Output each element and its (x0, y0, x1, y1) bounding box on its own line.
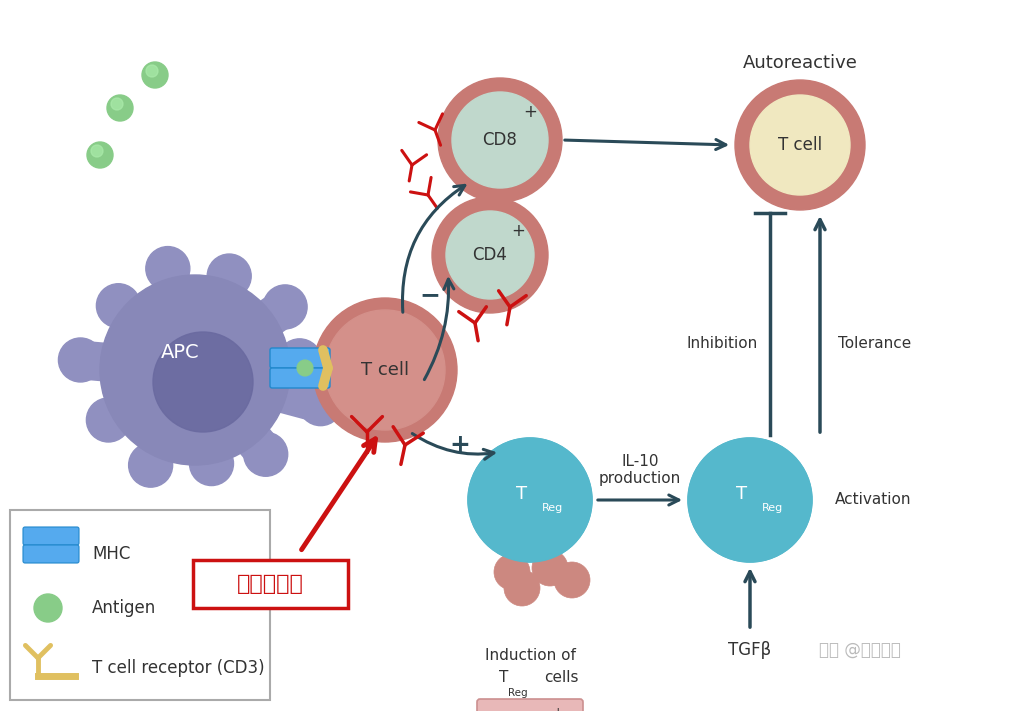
Text: CD8: CD8 (482, 131, 517, 149)
Text: Reg: Reg (542, 503, 563, 513)
Text: MHC: MHC (92, 545, 130, 563)
Circle shape (688, 438, 812, 562)
Text: Antigen: Antigen (92, 599, 157, 617)
Circle shape (96, 284, 140, 328)
Circle shape (446, 211, 534, 299)
Text: Tolerance: Tolerance (839, 336, 911, 351)
Circle shape (129, 443, 173, 487)
Circle shape (688, 438, 812, 562)
Text: T: T (499, 670, 508, 685)
Text: 泰普利单抗: 泰普利单抗 (237, 574, 303, 594)
Text: Reg: Reg (508, 688, 527, 698)
Text: Autoreactive: Autoreactive (742, 54, 857, 72)
Circle shape (468, 438, 592, 562)
Circle shape (438, 78, 562, 202)
Text: 知乎 @肘恩记药: 知乎 @肘恩记药 (819, 641, 901, 659)
Circle shape (494, 554, 530, 590)
FancyBboxPatch shape (23, 527, 79, 545)
Circle shape (87, 142, 113, 168)
Text: T: T (736, 485, 748, 503)
Circle shape (750, 95, 850, 195)
Circle shape (106, 95, 133, 121)
Circle shape (263, 285, 307, 329)
Circle shape (142, 62, 168, 88)
Text: −: − (420, 283, 440, 307)
Text: IL-10
production: IL-10 production (599, 454, 681, 486)
Text: T cell receptor (CD3): T cell receptor (CD3) (92, 659, 264, 677)
Circle shape (735, 80, 865, 210)
FancyBboxPatch shape (477, 699, 583, 711)
Text: APC: APC (161, 343, 200, 361)
Circle shape (554, 562, 590, 598)
Circle shape (504, 570, 540, 606)
Circle shape (58, 338, 102, 382)
Circle shape (432, 197, 548, 313)
Text: Reg: Reg (762, 503, 783, 513)
Text: Inhibition: Inhibition (686, 336, 758, 351)
Text: T: T (516, 485, 527, 503)
Circle shape (34, 594, 62, 622)
Circle shape (100, 275, 290, 465)
Text: +: + (523, 103, 537, 121)
Circle shape (313, 298, 457, 442)
Circle shape (189, 442, 233, 486)
Text: +: + (450, 433, 470, 457)
Circle shape (325, 310, 445, 430)
Circle shape (452, 92, 548, 188)
Circle shape (86, 398, 130, 442)
Text: +: + (553, 707, 563, 711)
Circle shape (146, 65, 158, 77)
Circle shape (91, 145, 103, 157)
FancyBboxPatch shape (10, 510, 270, 700)
FancyBboxPatch shape (193, 560, 348, 608)
Text: +: + (511, 222, 525, 240)
Circle shape (532, 550, 568, 586)
Text: T cell: T cell (778, 136, 822, 154)
Text: CD4: CD4 (472, 246, 508, 264)
Text: Activation: Activation (835, 493, 911, 508)
Text: cells: cells (544, 670, 579, 685)
Circle shape (111, 98, 123, 110)
FancyBboxPatch shape (23, 545, 79, 563)
Circle shape (145, 247, 189, 291)
Circle shape (468, 438, 592, 562)
FancyBboxPatch shape (270, 368, 330, 388)
Circle shape (153, 332, 253, 432)
Circle shape (297, 360, 313, 376)
Circle shape (299, 382, 343, 426)
Circle shape (207, 254, 251, 298)
FancyBboxPatch shape (270, 348, 330, 368)
Text: T cell: T cell (360, 361, 409, 379)
Text: TGFβ: TGFβ (728, 641, 772, 659)
Circle shape (278, 339, 322, 383)
Circle shape (244, 432, 288, 476)
Text: Induction of: Induction of (484, 648, 575, 663)
